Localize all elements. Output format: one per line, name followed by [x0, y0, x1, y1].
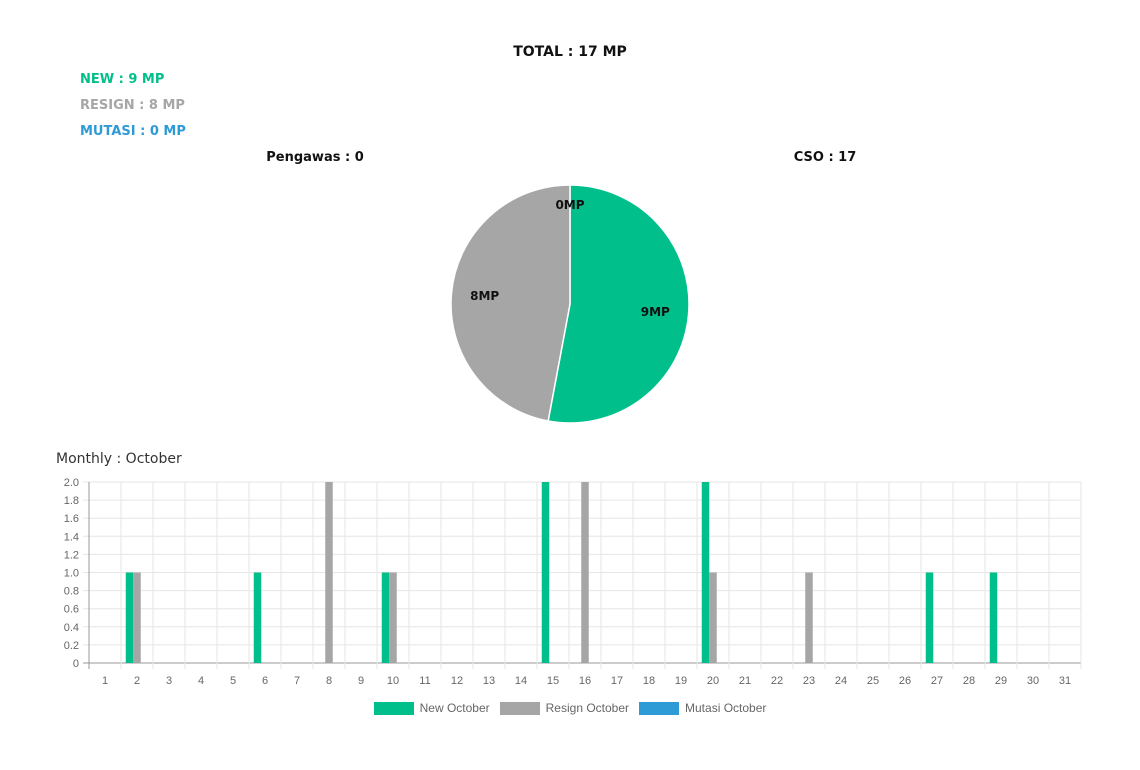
y-tick-label: 0.8 [64, 586, 79, 598]
y-tick-label: 1.6 [64, 513, 79, 525]
y-tick-label: 2.0 [64, 477, 79, 489]
x-tick-label: 28 [963, 675, 975, 687]
bar-new-october-day-10[interactable] [381, 572, 390, 664]
x-tick-label: 2 [134, 675, 140, 687]
bar-resign-october-day-16[interactable] [581, 482, 589, 663]
pie-label-1: 9MP [641, 305, 670, 319]
x-tick-label: 6 [262, 675, 268, 687]
pie-chart: 9MP 8MP 0MP [450, 184, 690, 424]
y-tick-label: 1.8 [64, 495, 79, 507]
x-tick-label: 13 [483, 675, 495, 687]
legend-item-mutasi-october[interactable]: Mutasi October [639, 701, 766, 715]
y-tick-label: 1.0 [64, 568, 79, 580]
bar-resign-october-day-2[interactable] [133, 572, 141, 664]
bar-new-october-day-6[interactable] [253, 572, 262, 664]
mutasi-count: MUTASI : 0 MP [80, 124, 186, 139]
total-title: TOTAL : 17 MP [513, 44, 627, 60]
x-tick-label: 19 [675, 675, 687, 687]
y-tick-label: 1.4 [64, 531, 79, 543]
pie-label-3: 0MP [555, 198, 584, 212]
x-tick-label: 15 [547, 675, 559, 687]
legend-label: Mutasi October [685, 701, 767, 715]
x-tick-label: 12 [451, 675, 463, 687]
legend-label: New October [419, 701, 490, 715]
bar-new-october-day-29[interactable] [989, 572, 998, 664]
x-tick-label: 11 [419, 675, 430, 687]
y-tick-label: 0.2 [64, 640, 79, 652]
x-tick-label: 31 [1059, 675, 1071, 687]
bar-resign-october-day-23[interactable] [805, 572, 813, 664]
pengawas-count: Pengawas : 0 [266, 150, 364, 165]
x-tick-label: 7 [294, 675, 300, 687]
x-tick-label: 25 [867, 675, 879, 687]
y-tick-label: 0 [73, 658, 79, 670]
legend-item-new-october[interactable]: New October [373, 701, 490, 715]
bar-new-october-day-15[interactable] [541, 482, 550, 663]
x-tick-label: 22 [771, 675, 783, 687]
monthly-title: Monthly : October [56, 451, 182, 467]
bar-new-october-day-27[interactable] [925, 572, 934, 664]
x-tick-label: 24 [835, 675, 847, 687]
x-tick-label: 20 [707, 675, 719, 687]
bar-resign-october-day-10[interactable] [389, 572, 397, 664]
bar-legend: New October Resign October Mutasi October [0, 701, 1140, 715]
bar-new-october-day-20[interactable] [701, 482, 710, 663]
pie-label-2: 8MP [470, 289, 499, 303]
resign-count: RESIGN : 8 MP [80, 98, 185, 113]
x-tick-label: 17 [611, 675, 623, 687]
x-tick-label: 18 [643, 675, 655, 687]
pie-slice-1[interactable] [547, 184, 690, 424]
x-tick-label: 5 [230, 675, 236, 687]
x-tick-label: 4 [198, 675, 204, 687]
legend-label: Resign October [545, 701, 630, 715]
y-tick-label: 0.4 [64, 622, 79, 634]
x-tick-label: 8 [326, 675, 332, 687]
bar-chart: 00.20.40.60.81.01.21.41.61.82.01 2 3 4 5 6 7 8 9… [64, 477, 1082, 687]
bar-new-october-day-2[interactable] [125, 572, 134, 664]
x-tick-label: 1 [102, 675, 108, 687]
x-tick-label: 26 [899, 675, 911, 687]
bar-resign-october-day-8[interactable] [325, 482, 333, 663]
legend-swatch [499, 701, 540, 715]
legend-swatch [373, 701, 414, 715]
x-tick-label: 27 [931, 675, 943, 687]
legend-item-resign-october[interactable]: Resign October [499, 701, 630, 715]
y-tick-label: 0.6 [64, 604, 79, 616]
legend-swatch [639, 701, 680, 715]
x-tick-label: 23 [803, 675, 815, 687]
x-tick-label: 30 [1027, 675, 1039, 687]
y-tick-label: 1.2 [64, 549, 79, 561]
bar-resign-october-day-20[interactable] [709, 572, 717, 664]
cso-count: CSO : 17 [793, 150, 857, 165]
x-tick-label: 10 [387, 675, 399, 687]
x-tick-label: 14 [515, 675, 527, 687]
pie-slice-2[interactable] [450, 184, 571, 422]
x-tick-label: 21 [739, 675, 751, 687]
x-tick-label: 3 [166, 675, 172, 687]
x-tick-label: 9 [358, 675, 364, 687]
new-count: NEW : 9 MP [80, 72, 165, 87]
x-tick-label: 29 [995, 675, 1007, 687]
x-tick-label: 16 [579, 675, 591, 687]
